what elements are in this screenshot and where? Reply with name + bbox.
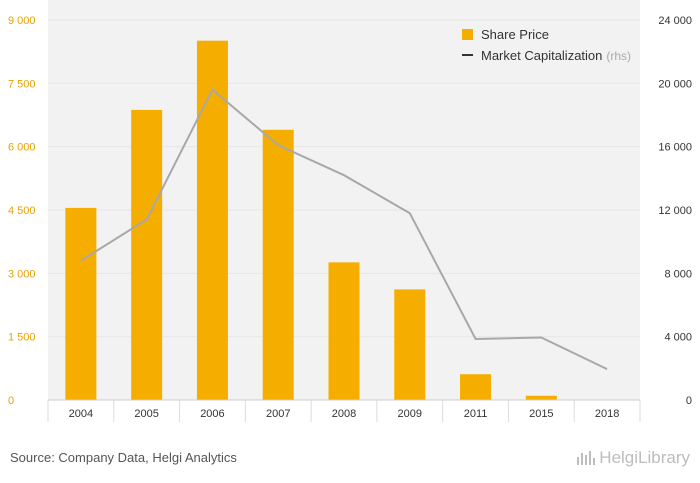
bar-2005 xyxy=(131,109,163,400)
x-tick-label: 2009 xyxy=(398,408,422,420)
x-tick-label: 2006 xyxy=(200,408,224,420)
legend-market-cap-label: Market Capitalization (rhs) xyxy=(481,48,631,63)
right-tick-label: 12 000 xyxy=(658,205,692,217)
legend-market-cap-name: Market Capitalization xyxy=(481,48,602,63)
right-tick-label: 0 xyxy=(686,395,692,407)
x-tick-label: 2005 xyxy=(134,408,158,420)
share-price-chart: 0 1 500 3 000 4 500 6 000 7 500 9 000 0 4 000 8 … xyxy=(8,0,692,422)
x-tick-label: 2007 xyxy=(266,408,290,420)
left-tick-label: 1 500 xyxy=(8,332,36,344)
source-note: Source: Company Data, Helgi Analytics xyxy=(10,450,237,465)
legend-share-price-label: Share Price xyxy=(481,27,549,42)
bar-2009 xyxy=(394,289,426,400)
line-series-market-capitalization xyxy=(80,88,608,371)
bar-2011 xyxy=(460,374,492,400)
bar-2006 xyxy=(196,40,228,400)
brand-name: HelgiLibrary xyxy=(599,448,690,467)
left-tick-label: 9 000 xyxy=(8,15,36,27)
right-tick-label: 8 000 xyxy=(664,268,692,280)
x-tick-label: 2008 xyxy=(332,408,356,420)
right-tick-label: 16 000 xyxy=(658,142,692,154)
left-y-axis: 0 1 500 3 000 4 500 6 000 7 500 9 000 xyxy=(8,15,36,407)
helgi-library-brand: HelgiLibrary xyxy=(576,448,690,468)
x-tick-label: 2015 xyxy=(529,408,553,420)
legend-rhs-suffix: (rhs) xyxy=(606,49,631,63)
bar-chart-logo-icon xyxy=(577,451,596,465)
right-y-axis: 0 4 000 8 000 12 000 16 000 20 000 24 000 xyxy=(658,15,692,407)
left-tick-label: 6 000 xyxy=(8,142,36,154)
left-tick-label: 3 000 xyxy=(8,268,36,280)
right-tick-label: 20 000 xyxy=(658,78,692,90)
bar-2008 xyxy=(328,262,360,400)
legend: Share Price Market Capitalization (rhs) xyxy=(462,27,631,63)
legend-bar-swatch xyxy=(462,29,473,40)
x-axis: 2004 2005 2006 2007 2008 2009 2011 2015 2018 xyxy=(47,399,641,422)
x-tick-label: 2018 xyxy=(595,408,619,420)
bar-2015 xyxy=(525,395,557,400)
market-cap-line xyxy=(80,88,608,371)
left-tick-label: 4 500 xyxy=(8,205,36,217)
right-tick-label: 24 000 xyxy=(658,15,692,27)
x-tick-label: 2004 xyxy=(69,408,93,420)
x-tick-label: 2011 xyxy=(464,408,488,420)
right-tick-label: 4 000 xyxy=(664,332,692,344)
left-tick-label: 7 500 xyxy=(8,78,36,90)
bar-series-share-price xyxy=(65,40,557,400)
bar-2007 xyxy=(262,129,294,400)
bar-2004 xyxy=(65,207,97,400)
left-tick-label: 0 xyxy=(8,395,14,407)
